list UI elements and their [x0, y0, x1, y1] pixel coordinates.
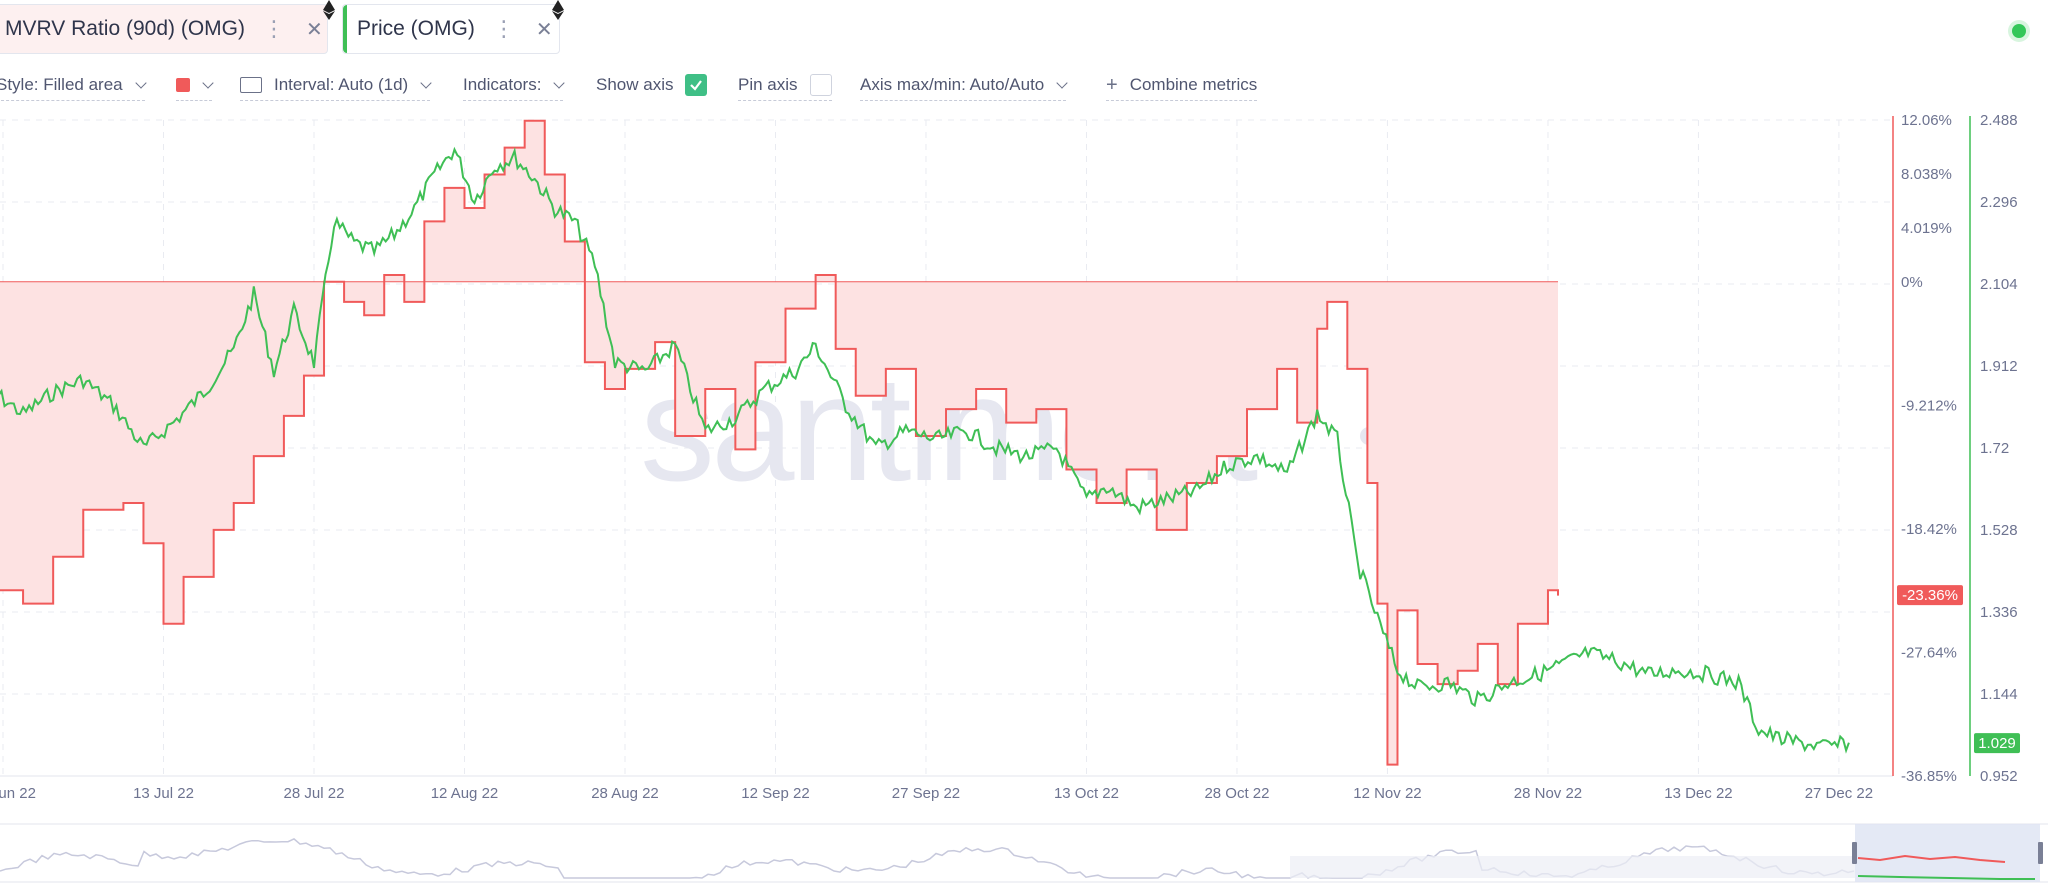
- show-axis-checkbox[interactable]: [685, 74, 708, 96]
- navigator-window-shade: [1290, 856, 1855, 878]
- interval-dropdown[interactable]: Interval: Auto (1d): [240, 70, 432, 101]
- mvrv-tick-label: 12.06%: [1901, 112, 1952, 129]
- show-axis-toggle[interactable]: Show axis: [596, 70, 708, 100]
- x-tick-label: 13 Jul 22: [133, 785, 194, 802]
- metric-tab-price[interactable]: Price (OMG) ⋮ ✕: [342, 4, 560, 54]
- pin-axis-label: Pin axis: [738, 75, 798, 94]
- price-tick-label: 2.296: [1980, 194, 2018, 211]
- combine-metrics-label: Combine metrics: [1129, 75, 1258, 94]
- ethereum-icon: [552, 0, 564, 20]
- pin-axis-toggle[interactable]: Pin axis: [738, 70, 832, 101]
- mvrv-tick-label: 8.038%: [1901, 166, 1952, 183]
- metric-tab-label: Price (OMG): [357, 17, 475, 40]
- x-tick-label: 12 Sep 22: [741, 785, 809, 802]
- navigator-right-handle[interactable]: [2038, 842, 2043, 864]
- navigator-selected-range[interactable]: [1855, 824, 2040, 882]
- metric-tab-label: MVRV Ratio (90d) (OMG): [5, 17, 245, 40]
- x-tick-label: 13 Oct 22: [1054, 785, 1119, 802]
- color-swatch: [176, 78, 190, 92]
- price-tick-label: 2.104: [1980, 276, 2018, 293]
- x-tick-label: 28 Oct 22: [1204, 785, 1269, 802]
- axis-minmax-label: Axis max/min: Auto/Auto: [860, 75, 1045, 94]
- mvrv-tick-label: -9.212%: [1901, 397, 1957, 414]
- style-label: Style: Filled area: [0, 75, 123, 94]
- navigator-price-line: [1857, 875, 2035, 880]
- x-tick-label: 28 Nov 22: [1514, 785, 1582, 802]
- close-icon[interactable]: ✕: [306, 18, 323, 41]
- mvrv-current-badge: [1897, 585, 1963, 606]
- price-line: [0, 146, 1850, 754]
- navigator-mvrv-line: [1857, 854, 2006, 863]
- indicators-label: Indicators:: [463, 75, 542, 94]
- x-tick-label: 28 Jul 22: [284, 785, 345, 802]
- mvrv-current-label: -23.36%: [1902, 587, 1958, 604]
- x-tick-label: 27 Dec 22: [1805, 785, 1873, 802]
- price-current-label: 1.029: [1978, 735, 2016, 752]
- x-tick-label: 27 Sep 22: [892, 785, 960, 802]
- more-options-icon[interactable]: ⋮: [263, 16, 285, 41]
- price-tick-label: 1.912: [1980, 358, 2018, 375]
- mvrv-tick-label: -27.64%: [1901, 644, 1957, 661]
- x-tick-label: 13 Dec 22: [1664, 785, 1732, 802]
- color-picker[interactable]: [176, 70, 214, 101]
- pin-axis-checkbox[interactable]: [809, 74, 832, 96]
- show-axis-label: Show axis: [596, 75, 674, 94]
- price-tick-label: 2.488: [1980, 112, 2018, 129]
- interval-label: Interval: Auto (1d): [274, 75, 409, 94]
- x-tick-label: 12 Aug 22: [431, 785, 499, 802]
- axis-minmax-dropdown[interactable]: Axis max/min: Auto/Auto: [860, 70, 1068, 101]
- x-tick-label: 12 Nov 22: [1353, 785, 1421, 802]
- combine-metrics-button[interactable]: + Combine metrics: [1106, 70, 1258, 101]
- mvrv-tick-label: 0%: [1901, 274, 1923, 291]
- price-current-badge: [1974, 733, 2020, 754]
- live-status-indicator: [2012, 24, 2026, 38]
- metric-tab-mvrv[interactable]: MVRV Ratio (90d) (OMG) ⋮ ✕: [0, 4, 328, 54]
- plus-icon: +: [1106, 73, 1118, 96]
- indicators-dropdown[interactable]: Indicators:: [463, 70, 566, 101]
- mvrv-tick-label: -36.85%: [1901, 768, 1957, 785]
- navigator-left-handle[interactable]: [1852, 842, 1857, 864]
- mvrv-tick-label: -18.42%: [1901, 521, 1957, 538]
- price-tick-label: 1.72: [1980, 440, 2009, 457]
- close-icon[interactable]: ✕: [535, 18, 553, 41]
- price-color-bar: [343, 5, 347, 53]
- calendar-icon: [240, 77, 262, 93]
- style-dropdown[interactable]: Style: Filled area: [0, 70, 147, 101]
- x-tick-label: 28 Aug 22: [591, 785, 659, 802]
- ethereum-icon: [323, 0, 335, 20]
- x-tick-label: 27 Jun 22: [0, 785, 36, 802]
- more-options-icon[interactable]: ⋮: [492, 16, 515, 41]
- mvrv-line: [0, 119, 1559, 766]
- price-tick-label: 1.528: [1980, 522, 2018, 539]
- price-tick-label: 1.144: [1980, 686, 2018, 703]
- price-tick-label: 0.952: [1980, 768, 2018, 785]
- checkmark-icon: [690, 80, 703, 91]
- mvrv-tick-label: 4.019%: [1901, 220, 1952, 237]
- price-tick-label: 1.336: [1980, 604, 2018, 621]
